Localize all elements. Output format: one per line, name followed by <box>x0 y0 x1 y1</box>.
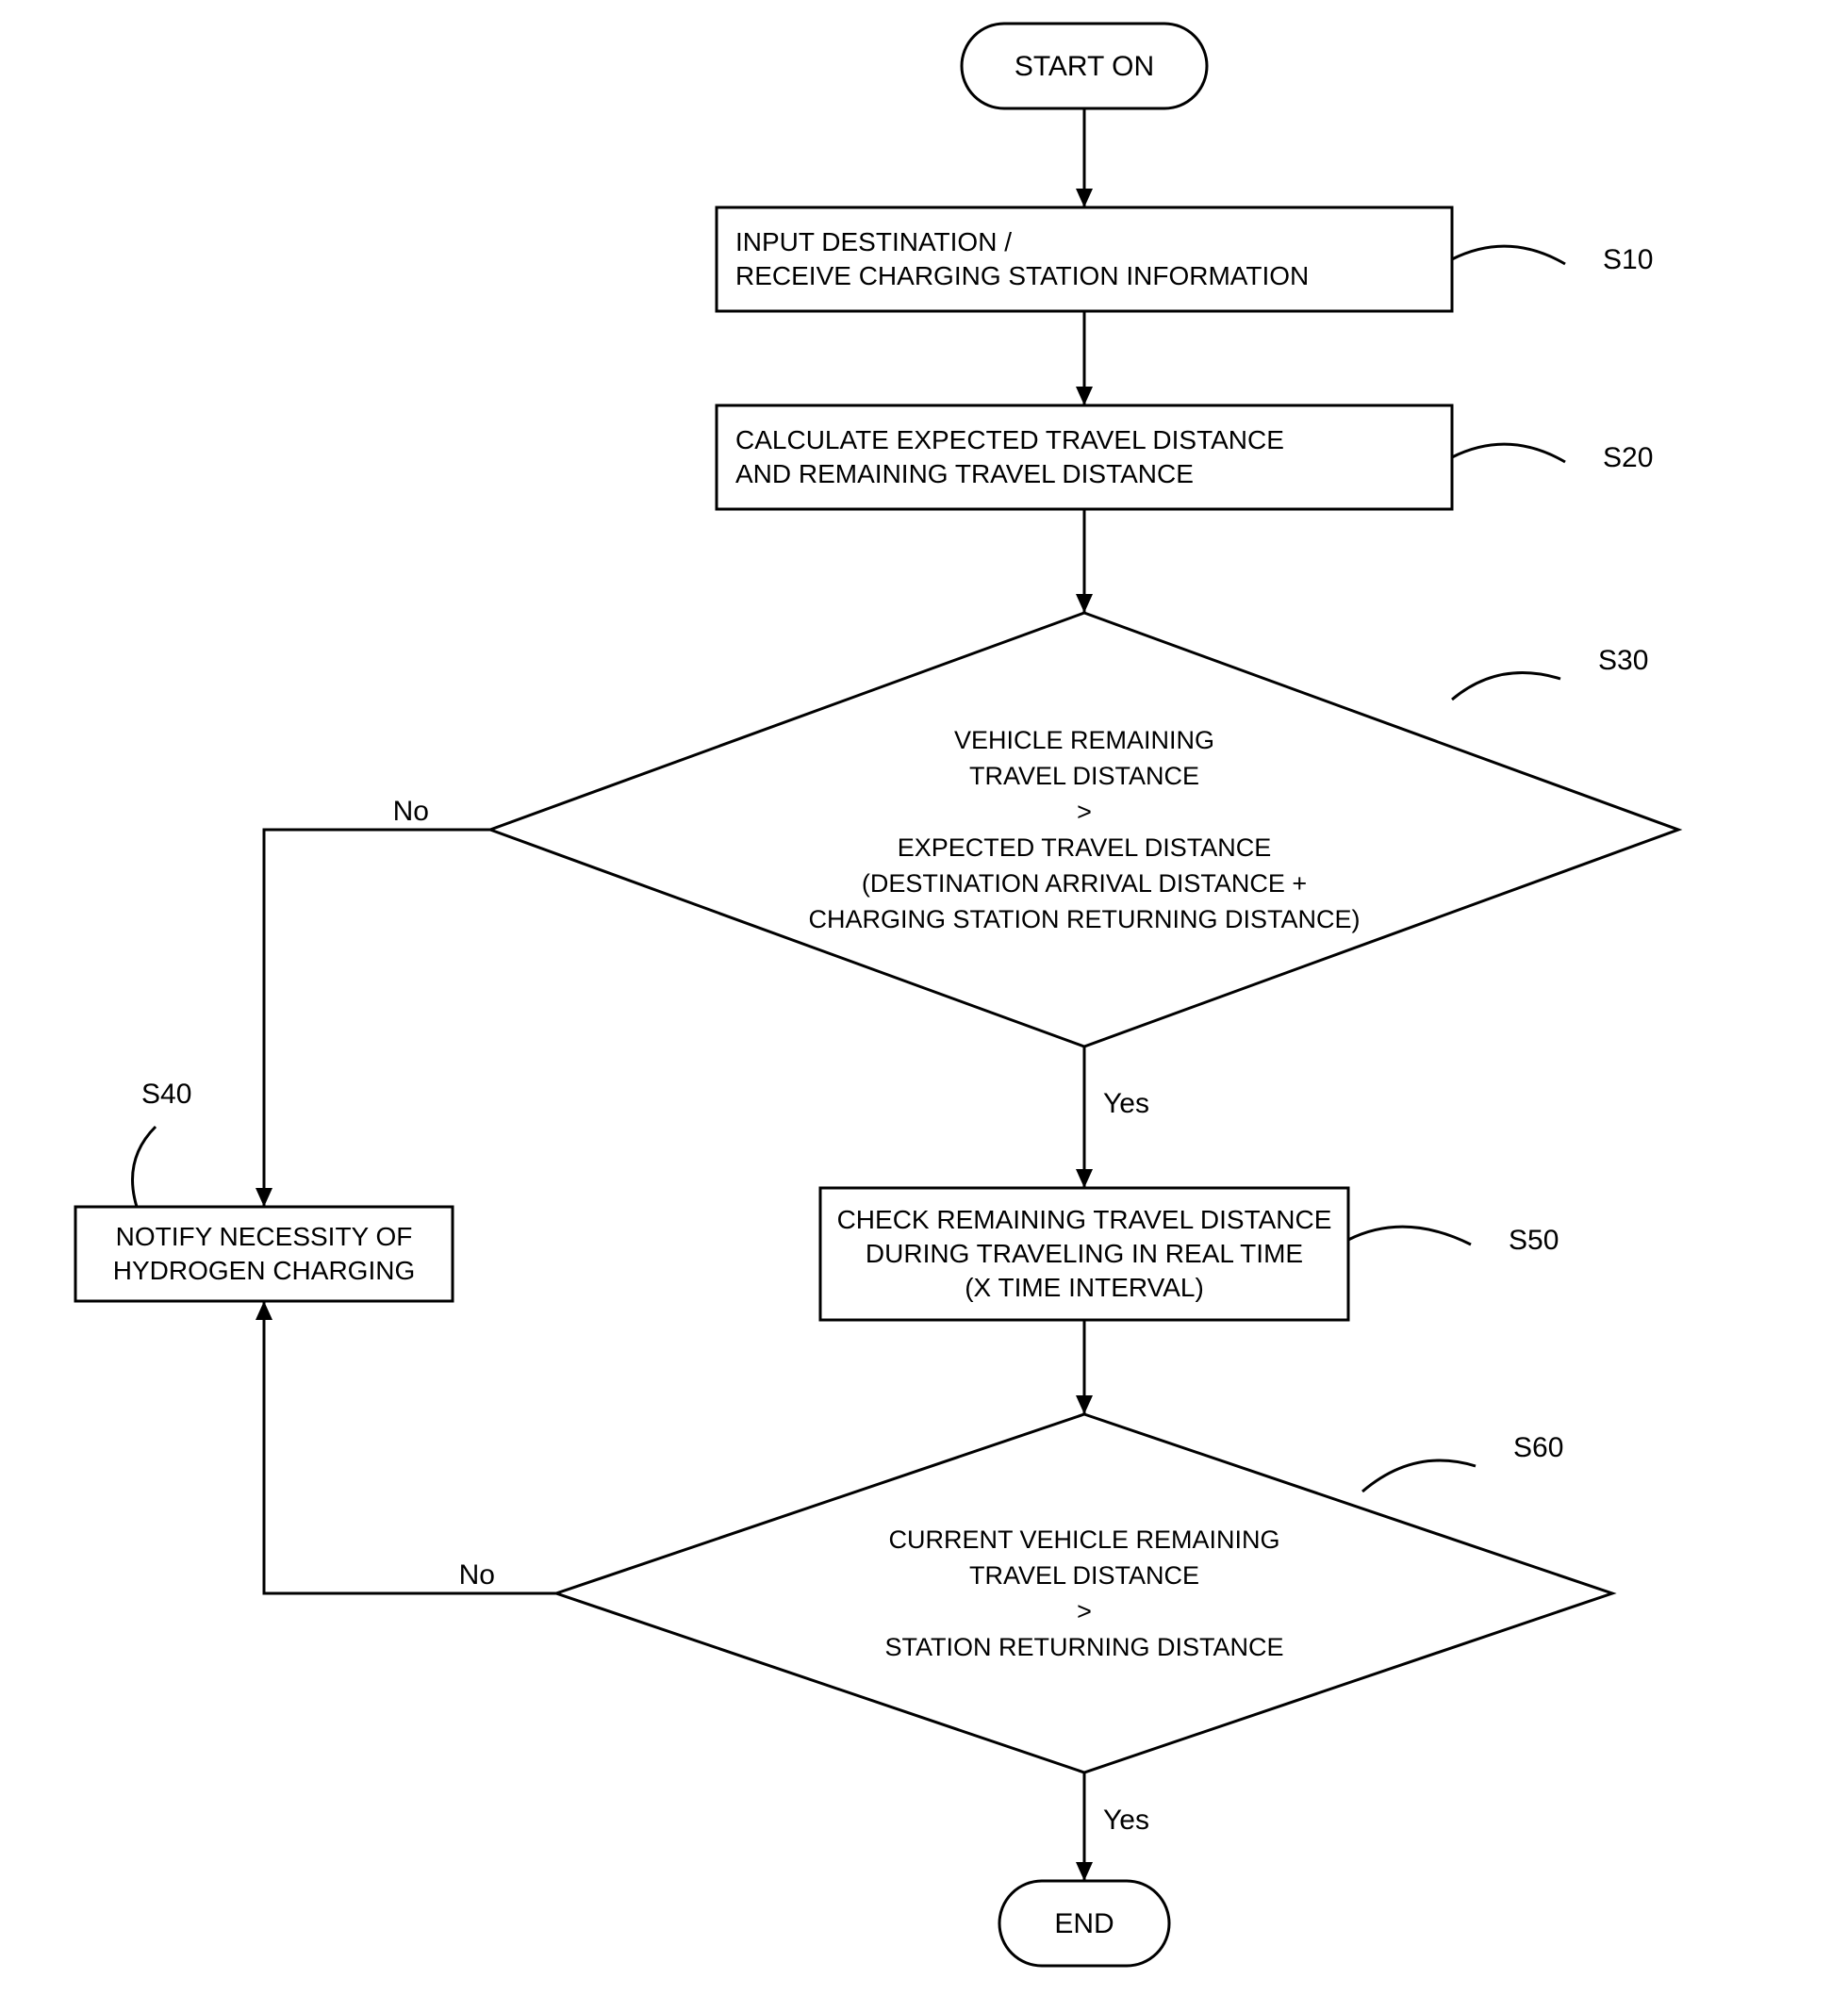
step-label-s30: S30 <box>1452 645 1648 700</box>
step-label-text: S30 <box>1598 645 1648 676</box>
step-label-s50: S50 <box>1348 1225 1559 1256</box>
edge-e_s60_no: No <box>256 1301 556 1593</box>
edge-e_s30_yes: Yes <box>1076 1047 1149 1188</box>
step-label-text: S40 <box>141 1079 191 1110</box>
edge-e_s10_s20 <box>1076 311 1093 405</box>
start-label: START ON <box>1015 51 1154 82</box>
node-s50: CHECK REMAINING TRAVEL DISTANCEDURING TR… <box>820 1188 1348 1320</box>
step-label-text: S10 <box>1603 244 1653 275</box>
step-label-s60: S60 <box>1362 1432 1563 1492</box>
step-label-text: S20 <box>1603 442 1653 473</box>
edge-e_s60_yes: Yes <box>1076 1772 1149 1881</box>
flowchart-canvas: Yes Yes No No START ON INPUT DESTINATION /RE… <box>0 0 1848 1995</box>
edge-label: Yes <box>1103 1088 1149 1119</box>
node-s60: CURRENT VEHICLE REMAININGTRAVEL DISTANCE… <box>556 1414 1612 1772</box>
edge-e_start_s10 <box>1076 108 1093 207</box>
node-s10: INPUT DESTINATION /RECEIVE CHARGING STAT… <box>717 207 1452 311</box>
step-label-s10: S10 <box>1452 244 1653 275</box>
node-s20: CALCULATE EXPECTED TRAVEL DISTANCEAND RE… <box>717 405 1452 509</box>
edge-e_s20_s30 <box>1076 509 1093 613</box>
edge-label: No <box>393 796 429 827</box>
edge-e_s30_no: No <box>256 796 490 1207</box>
node-start: START ON <box>962 24 1207 108</box>
node-s30: VEHICLE REMAININGTRAVEL DISTANCE>EXPECTE… <box>490 613 1678 1047</box>
step-label-text: S60 <box>1513 1432 1563 1463</box>
step-label-s40: S40 <box>133 1079 192 1207</box>
edge-label: No <box>459 1559 495 1591</box>
node-s40: NOTIFY NECESSITY OFHYDROGEN CHARGING <box>75 1207 453 1301</box>
edge-label: Yes <box>1103 1805 1149 1836</box>
node-end: END <box>999 1881 1169 1966</box>
edge-e_s50_s60 <box>1076 1320 1093 1414</box>
step-label-text: S50 <box>1509 1225 1559 1256</box>
end-label: END <box>1054 1908 1114 1939</box>
nodes-layer: START ON INPUT DESTINATION /RECEIVE CHARG… <box>75 24 1678 1966</box>
step-label-s20: S20 <box>1452 442 1653 473</box>
